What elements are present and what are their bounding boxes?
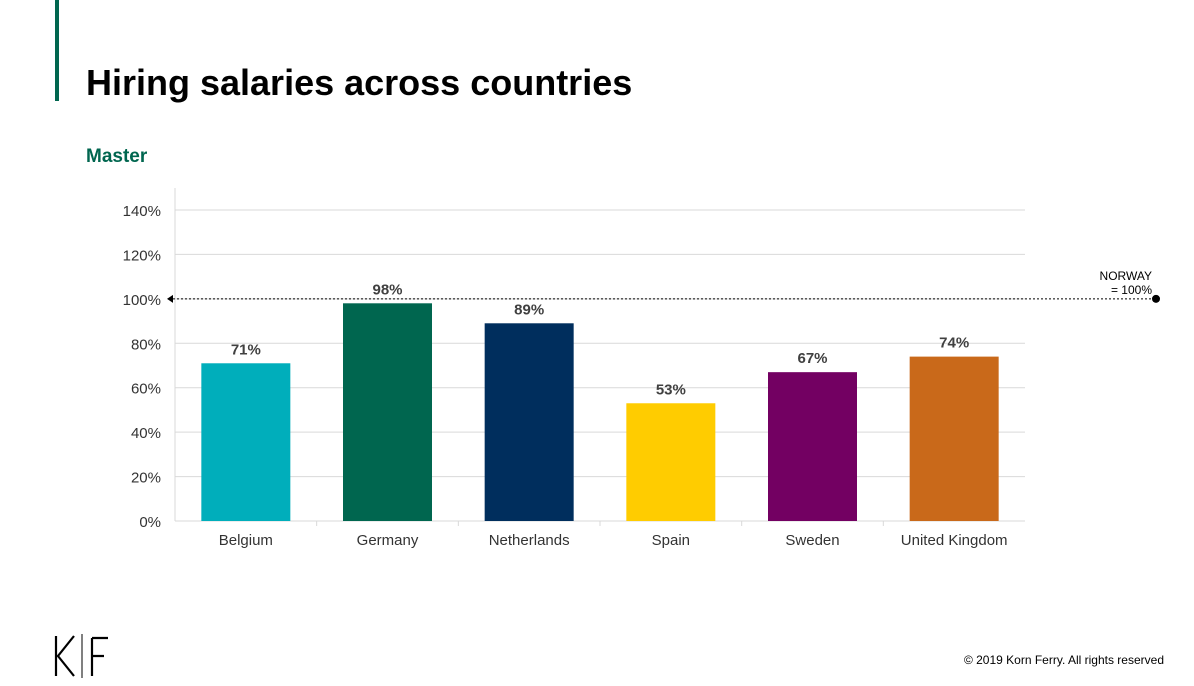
bar-value-label: 71% bbox=[231, 341, 261, 358]
bar-spain bbox=[626, 403, 716, 521]
y-tick-label: 120% bbox=[123, 247, 161, 264]
title-accent-bar bbox=[55, 0, 59, 101]
bar-belgium bbox=[201, 363, 291, 521]
bar-chart: 0% 20% 40% 60% 80% 100% 120% 140% 71% Belgium 98% G… bbox=[123, 188, 1160, 549]
reference-arrow-icon bbox=[167, 294, 173, 303]
bar-united-kingdom bbox=[909, 356, 999, 521]
page-title: Hiring salaries across countries bbox=[86, 62, 633, 103]
y-tick-label: 0% bbox=[139, 514, 161, 531]
y-tick-label: 80% bbox=[131, 336, 161, 353]
y-tick-label: 20% bbox=[131, 470, 161, 487]
y-tick-label: 100% bbox=[123, 292, 161, 309]
reference-label: = 100% bbox=[1111, 283, 1152, 297]
bar-value-label: 89% bbox=[514, 301, 544, 318]
reference-dot-icon bbox=[1152, 294, 1160, 303]
x-category-label: Belgium bbox=[219, 532, 273, 549]
bar-value-label: 53% bbox=[656, 381, 686, 398]
x-category-label: Netherlands bbox=[489, 532, 570, 549]
y-tick-label: 140% bbox=[123, 203, 161, 220]
reference-label: NORWAY bbox=[1100, 269, 1152, 283]
y-tick-label: 60% bbox=[131, 381, 161, 398]
x-category-label: Spain bbox=[652, 532, 690, 549]
bar-value-label: 74% bbox=[939, 335, 969, 352]
bar-germany bbox=[343, 303, 432, 521]
x-category-label: Germany bbox=[357, 532, 419, 549]
x-category-label: United Kingdom bbox=[901, 532, 1008, 549]
bar-value-label: 98% bbox=[372, 281, 402, 298]
y-tick-label: 40% bbox=[131, 425, 161, 442]
korn-ferry-logo-icon bbox=[54, 634, 108, 678]
copyright-text: © 2019 Korn Ferry. All rights reserved bbox=[963, 653, 1164, 667]
chart-subtitle: Master bbox=[86, 146, 148, 167]
bar-netherlands bbox=[484, 323, 574, 521]
x-category-label: Sweden bbox=[785, 532, 839, 549]
bar-sweden bbox=[768, 372, 857, 521]
bar-value-label: 67% bbox=[797, 350, 827, 367]
